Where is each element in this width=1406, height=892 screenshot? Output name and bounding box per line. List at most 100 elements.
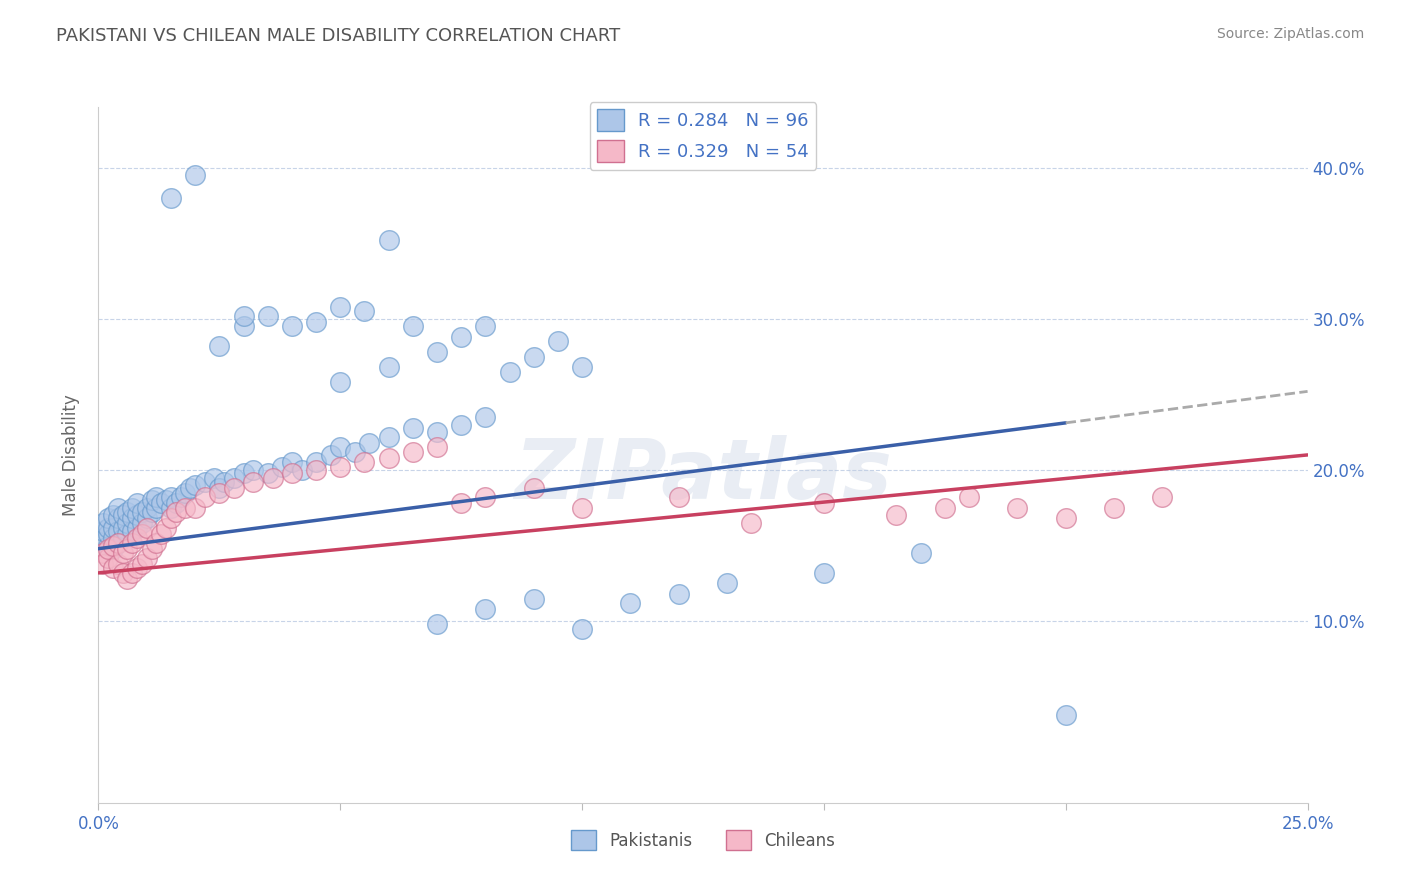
Point (97, 526, 120, 541)
Point (232, 466, 254, 480)
Point (377, 233, 399, 247)
Point (127, 496, 149, 510)
Point (1152, 490, 1174, 504)
Point (165, 496, 187, 510)
Point (740, 516, 762, 530)
Point (290, 463, 312, 477)
Point (910, 546, 932, 560)
Point (131, 505, 153, 519)
Point (222, 481, 245, 495)
Point (135, 520, 157, 534)
Point (111, 566, 134, 580)
Point (127, 508, 149, 523)
Point (619, 596, 641, 610)
Point (117, 572, 139, 586)
Point (107, 511, 129, 525)
Point (208, 339, 231, 353)
Point (813, 496, 835, 510)
Point (160, 490, 183, 504)
Point (208, 485, 231, 500)
Point (97, 511, 120, 525)
Point (150, 526, 173, 541)
Point (305, 463, 328, 477)
Point (1054, 511, 1077, 525)
Point (184, 500, 207, 515)
Point (474, 410, 496, 425)
Point (329, 300, 352, 314)
Point (498, 365, 520, 379)
Point (184, 478, 207, 492)
Point (242, 463, 264, 477)
Point (474, 602, 496, 616)
Point (353, 304, 375, 318)
Point (107, 524, 129, 538)
Point (101, 541, 124, 556)
Point (232, 309, 254, 323)
Point (121, 566, 143, 580)
Point (305, 455, 328, 469)
Point (450, 417, 472, 432)
Y-axis label: Male Disability: Male Disability (62, 394, 80, 516)
Point (222, 470, 245, 484)
Point (101, 520, 124, 534)
Legend: Pakistanis, Chileans: Pakistanis, Chileans (564, 823, 842, 857)
Point (174, 485, 197, 500)
Point (262, 470, 284, 484)
Point (101, 531, 124, 545)
Point (141, 505, 163, 519)
Text: PAKISTANI VS CHILEAN MALE DISABILITY CORRELATION CHART: PAKISTANI VS CHILEAN MALE DISABILITY COR… (56, 27, 620, 45)
Point (117, 516, 139, 530)
Point (426, 425, 449, 440)
Point (97, 539, 120, 553)
Point (117, 526, 139, 541)
Point (329, 441, 352, 455)
Point (121, 524, 143, 538)
Point (523, 350, 546, 364)
Point (111, 531, 134, 545)
Point (97, 520, 120, 534)
Point (135, 550, 157, 565)
Point (359, 435, 381, 450)
Point (135, 500, 157, 515)
Point (107, 557, 129, 571)
Point (145, 490, 167, 504)
Point (547, 334, 569, 349)
Point (329, 376, 352, 390)
Point (571, 360, 593, 375)
Point (97, 550, 120, 565)
Point (131, 526, 153, 541)
Point (1054, 708, 1077, 723)
Point (101, 561, 124, 575)
Point (668, 587, 690, 601)
Point (127, 531, 149, 545)
Text: Source: ZipAtlas.com: Source: ZipAtlas.com (1216, 27, 1364, 41)
Point (256, 309, 278, 323)
Point (150, 496, 173, 510)
Point (145, 535, 167, 549)
Point (141, 493, 163, 508)
Point (169, 490, 191, 504)
Point (117, 505, 139, 519)
Point (1007, 500, 1029, 515)
Point (111, 508, 134, 523)
Point (160, 500, 183, 515)
Point (813, 566, 835, 580)
Point (305, 315, 328, 329)
Point (131, 516, 153, 530)
Point (107, 535, 129, 549)
Point (281, 455, 304, 469)
Point (934, 500, 956, 515)
Point (271, 460, 294, 475)
Point (343, 445, 366, 459)
Point (474, 490, 496, 504)
Point (281, 319, 304, 334)
Point (426, 345, 449, 359)
Point (329, 460, 352, 475)
Point (101, 508, 124, 523)
Point (426, 441, 449, 455)
Point (160, 191, 183, 205)
Point (131, 557, 153, 571)
Point (242, 475, 264, 490)
Point (127, 520, 149, 534)
Point (121, 511, 143, 525)
